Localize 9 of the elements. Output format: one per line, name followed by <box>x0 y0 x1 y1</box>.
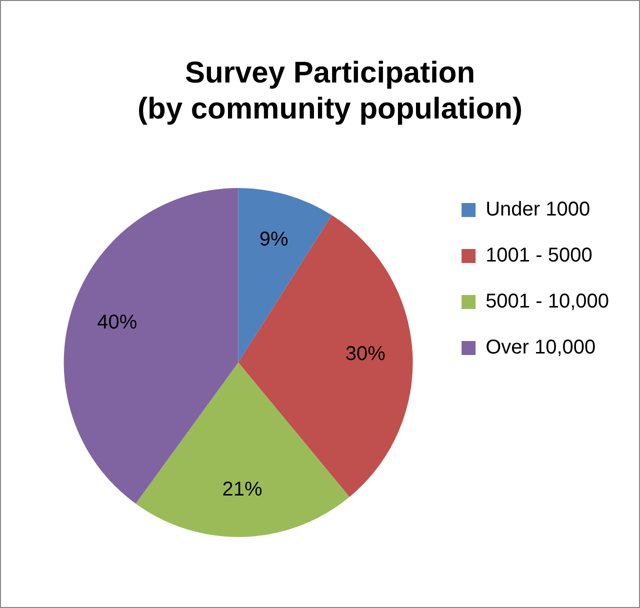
data-label: 30% <box>345 343 386 366</box>
data-label: 40% <box>97 312 138 334</box>
data-label: 9% <box>259 228 288 251</box>
legend-label: Under 1000 <box>486 198 590 221</box>
legend-label: 5001 - 10,000 <box>486 290 609 313</box>
data-label: 21% <box>222 478 263 500</box>
legend-label: 1001 - 5000 <box>486 244 592 267</box>
legend-label: Over 10,000 <box>486 336 596 359</box>
chart-title: Survey Participation (by community population) <box>138 56 522 126</box>
